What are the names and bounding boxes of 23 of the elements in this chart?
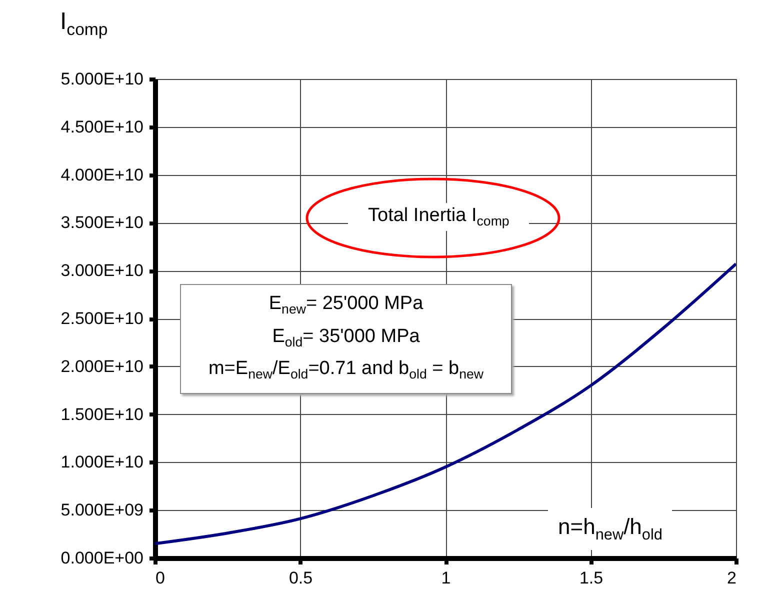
- x-axis-title: n=h$_{new}$/h$_{old}$: [548, 508, 672, 550]
- x-tick-label: 1: [441, 568, 451, 588]
- line-series: [155, 262, 736, 546]
- y-axis-title: I$_{comp}$: [60, 8, 108, 40]
- y-tick-label: 0.000E+00: [60, 548, 144, 568]
- annotation: Total Inertia I$_{comp}$: [348, 203, 530, 231]
- y-tick-label: 1.500E+10: [60, 404, 144, 424]
- y-tick-label: 2.500E+10: [60, 309, 144, 328]
- y-tick-label: 4.500E+10: [60, 117, 144, 136]
- y-tick-label: 5.000E+10: [60, 70, 144, 88]
- y-tick-label: 5.000E+09: [60, 500, 144, 520]
- x-tick-label: 0: [156, 568, 165, 588]
- x-tick-label: 0.5: [288, 568, 313, 588]
- y-tick-label: 4.000E+10: [60, 165, 144, 184]
- y-tick-label: 3.500E+10: [60, 213, 144, 232]
- annotation: E$_{old}$= 35'000 MPa: [271, 324, 421, 352]
- x-tick-label: 2: [727, 568, 736, 588]
- y-tick-label: 1.000E+10: [60, 452, 144, 472]
- annotation: m=E$_{new}$/E$_{old}$=0.71 and b$_{old}$ = b$_{new}$: [207, 357, 484, 384]
- x-tick-label: 1.5: [579, 568, 604, 588]
- annotation: E$_{new}$= 25'000 MPa: [268, 292, 424, 319]
- y-tick-label: 3.000E+10: [60, 261, 144, 280]
- y-tick-label: 2.000E+10: [60, 356, 144, 376]
